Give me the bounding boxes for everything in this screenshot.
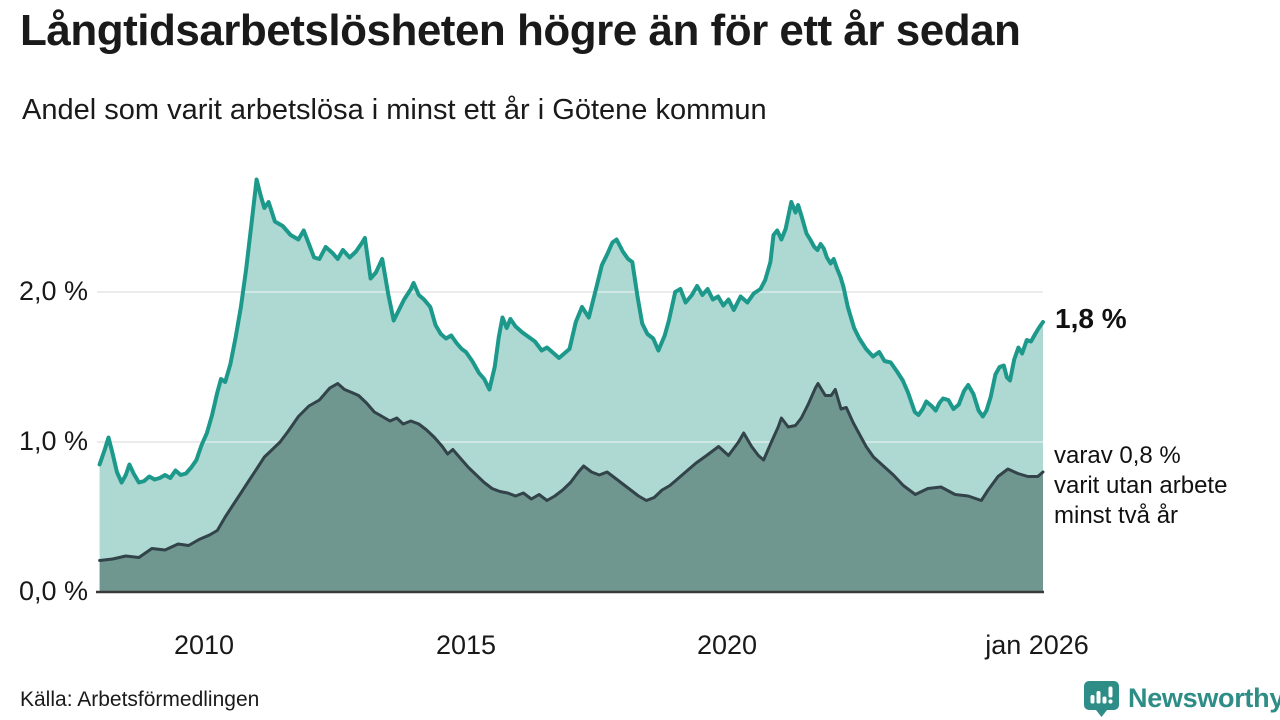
y-axis-label: 1,0 % xyxy=(18,426,88,456)
y-axis-label: 0,0 % xyxy=(18,576,88,606)
newsworthy-wordmark: Newsworthy xyxy=(1128,683,1280,713)
annotation-line: varav 0,8 % xyxy=(1054,442,1181,469)
annotation-line: minst två år xyxy=(1054,502,1179,529)
x-axis-label: jan 2026 xyxy=(985,630,1089,660)
x-axis-label: 2015 xyxy=(435,630,497,660)
newsworthy-bubble-chart-icon xyxy=(1084,681,1119,717)
series2-end-annotation: varav 0,8 % varit utan arbete minst två … xyxy=(1054,441,1227,531)
newsworthy-logo: Newsworthy xyxy=(1083,680,1280,718)
x-axis-label: 2010 xyxy=(173,630,235,660)
y-axis-label: 2,0 % xyxy=(18,276,88,306)
x-axis-label: 2020 xyxy=(696,630,758,660)
series1-end-value-label: 1,8 % xyxy=(1055,303,1127,334)
chart-subtitle: Andel som varit arbetslösa i minst ett å… xyxy=(22,94,767,126)
source-label: Källa: Arbetsförmedlingen xyxy=(20,688,260,711)
page-title: Långtidsarbetslösheten högre än för ett … xyxy=(20,6,1021,55)
annotation-line: varit utan arbete xyxy=(1054,472,1228,499)
